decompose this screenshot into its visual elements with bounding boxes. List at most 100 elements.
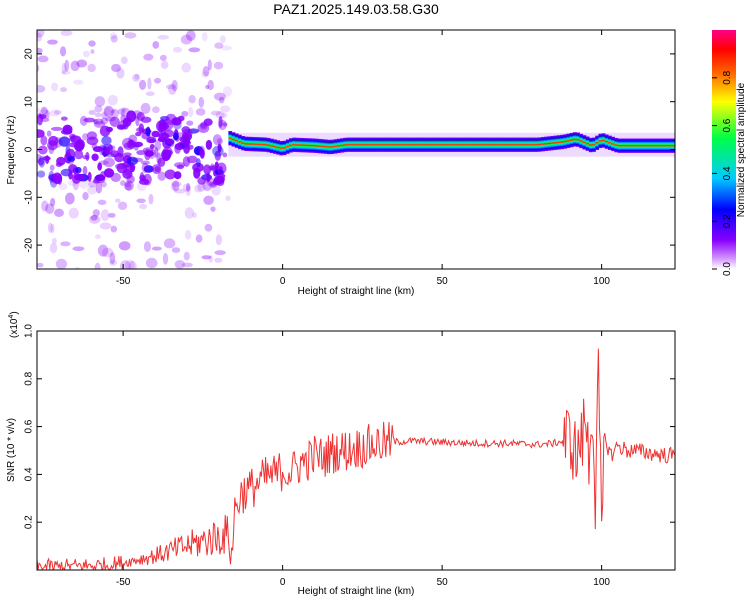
signal-band-segment: [604, 134, 609, 149]
y-tick-label: 0.4: [24, 467, 35, 481]
signal-band-segment: [509, 137, 513, 152]
noise-blob: [185, 30, 196, 41]
noise-blob: [163, 238, 176, 249]
signal-band-segment: [241, 135, 245, 151]
noise-blob: [219, 105, 231, 113]
signal-band-segment: [451, 137, 456, 152]
signal-band-segment: [493, 137, 497, 152]
noise-blob: [147, 77, 152, 90]
noise-blob: [50, 223, 55, 234]
noise-blob: [98, 160, 109, 165]
noise-blob: [173, 132, 179, 141]
signal-band-segment: [333, 139, 338, 154]
noise-blob: [143, 241, 152, 253]
noise-blob: [170, 184, 177, 191]
snr-panel: -50 0 50 100 0.2 0.4 0.6 0.8 1.0 Height of strai…: [6, 311, 676, 597]
noise-blob: [56, 156, 66, 166]
noise-blob: [68, 171, 73, 180]
noise-blob: [203, 118, 213, 126]
noise-blob: [156, 152, 162, 165]
signal-band-segment: [250, 136, 255, 152]
noise-blob: [58, 136, 71, 147]
noise-blob: [212, 179, 221, 186]
noise-blob: [83, 117, 96, 123]
noise-blob: [202, 66, 210, 77]
y-tick-label: 20: [24, 48, 35, 60]
signal-band-segment: [496, 137, 501, 152]
signal-band-segment: [387, 137, 392, 152]
y-tick-label: 0: [24, 146, 35, 152]
signal-band-segment: [269, 138, 274, 154]
noise-blob: [220, 45, 233, 51]
noise-blob: [55, 258, 68, 269]
x-tick-label: -50: [116, 577, 131, 588]
x-tick-label: 50: [437, 577, 449, 588]
signal-band-segment: [416, 137, 421, 152]
colorbar-ticks: 0.0 0.2 0.4 0.6 0.8: [712, 70, 733, 276]
noise-blob: [161, 149, 172, 161]
noise-blob: [46, 130, 52, 137]
signal-band-segment: [544, 136, 548, 151]
noise-blob: [219, 35, 226, 44]
signal-band-segment: [311, 138, 316, 153]
noise-blob: [171, 247, 181, 253]
noise-blob: [38, 114, 47, 119]
noise-blob: [86, 136, 99, 146]
noise-blob: [41, 200, 49, 212]
noise-blob: [205, 85, 210, 90]
noise-blob: [177, 115, 185, 122]
noise-blob: [151, 130, 160, 138]
noise-blob: [37, 107, 41, 119]
signal-band-segment: [234, 133, 239, 148]
x-tick-label: -50: [116, 276, 131, 287]
noise-blob: [163, 129, 175, 138]
noise-blob: [37, 47, 43, 54]
noise-blob: [204, 223, 213, 232]
signal-band-segment: [620, 138, 625, 153]
signal-band-segment: [537, 137, 542, 152]
signal-band-segment: [541, 137, 545, 152]
noise-blob: [105, 116, 116, 122]
signal-band-segment: [608, 135, 612, 150]
signal-band-segment: [502, 137, 507, 152]
signal-band-segment: [253, 137, 258, 152]
signal-band-segment: [643, 138, 647, 153]
colorbar-tick-label: 0.8: [722, 70, 733, 84]
noise-blob: [116, 67, 125, 79]
signal-band-segment: [419, 137, 424, 152]
signal-band-segment: [662, 138, 667, 153]
noise-blob: [47, 222, 53, 234]
signal-band-segment: [655, 138, 660, 153]
signal-band-segment: [378, 137, 383, 152]
signal-band-segment: [400, 137, 405, 152]
noise-blob: [134, 73, 140, 80]
signal-band-segment: [375, 137, 379, 152]
signal-band-segment: [515, 137, 520, 152]
noise-blob: [73, 173, 85, 181]
noise-blob: [90, 49, 95, 54]
noise-blob: [168, 83, 177, 95]
signal-band-segment: [582, 135, 587, 150]
noise-blob: [118, 241, 131, 251]
noise-blob: [188, 47, 201, 53]
noise-blob: [213, 61, 224, 70]
noise-blob: [142, 147, 154, 154]
noise-blob: [87, 185, 98, 195]
signal-band-segment: [292, 137, 296, 152]
signal-band-segment: [228, 131, 233, 146]
noise-blob: [93, 175, 106, 184]
signal-band-segment: [282, 140, 287, 156]
noise-blob: [37, 157, 45, 166]
signal-band-segment: [499, 137, 504, 152]
noise-blob: [157, 34, 170, 40]
snr-ylabel: SNR (10 * v/v): [6, 418, 17, 482]
noise-blob: [152, 106, 160, 114]
noise-blob: [143, 53, 154, 61]
noise-blob: [67, 180, 78, 186]
signal-band-segment: [426, 137, 430, 152]
spectrogram-ticks: -50 0 50 100 -20 -10 0 10 20: [24, 30, 675, 287]
noise-blob: [37, 85, 46, 93]
noise-blob: [173, 162, 186, 168]
noise-blob: [174, 143, 181, 154]
signal-band-segment: [314, 138, 319, 153]
